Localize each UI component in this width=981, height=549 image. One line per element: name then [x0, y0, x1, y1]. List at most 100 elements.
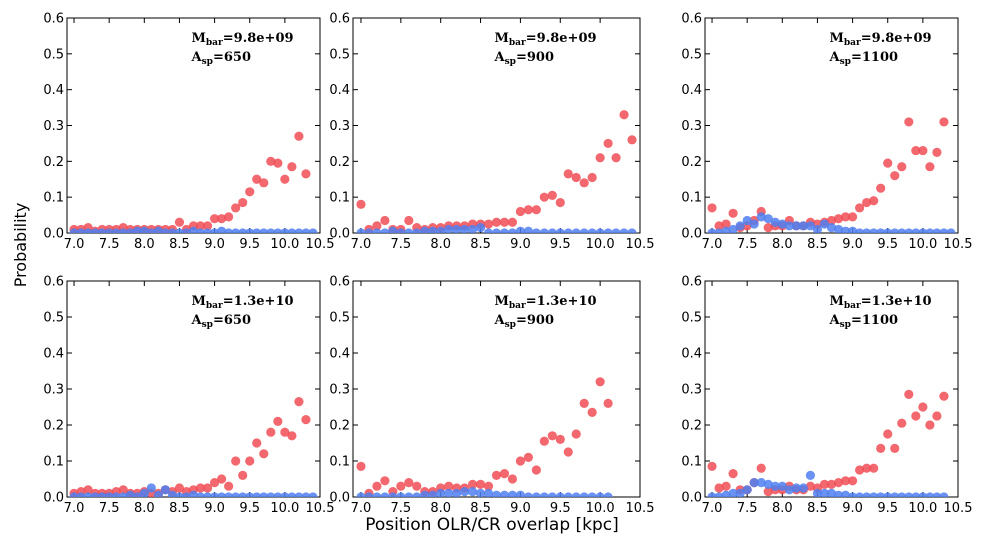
- x-tick-label: 9.5: [239, 501, 260, 516]
- blue-point: [231, 492, 241, 497]
- blue-point: [571, 492, 581, 497]
- red-point: [603, 398, 613, 408]
- y-tick-label: 0.2: [43, 155, 64, 170]
- panels: 0.0 0.1 0.2 0.3 0.4 0.5 0.6 7.0 7.5 8.0 8.5 9.0 9.5 1…: [43, 12, 972, 517]
- blue-point: [273, 228, 283, 233]
- blue-point: [125, 228, 135, 233]
- red-point: [932, 147, 942, 157]
- blue-point: [707, 228, 717, 233]
- blue-point: [380, 492, 390, 497]
- red-point: [876, 183, 886, 193]
- x-tick-label: 10.5: [306, 501, 335, 516]
- blue-point: [531, 492, 541, 497]
- blue-point: [499, 490, 510, 497]
- blue-point: [238, 228, 248, 233]
- y-tick-label: 0.6: [43, 12, 64, 27]
- blue-point: [932, 492, 942, 497]
- red-point: [287, 431, 297, 441]
- x-tick-label: 10.0: [908, 501, 937, 516]
- y-tick-label: 0.0: [43, 491, 64, 506]
- red-point: [294, 397, 304, 407]
- blue-point: [139, 226, 149, 233]
- blue-point: [826, 488, 837, 497]
- red-point: [380, 476, 390, 486]
- red-point: [728, 208, 738, 218]
- red-point: [763, 223, 773, 233]
- blue-point: [118, 492, 128, 497]
- red-point: [571, 429, 581, 439]
- red-point: [507, 474, 518, 484]
- blue-point: [603, 228, 613, 233]
- y-tick-label: 0.5: [329, 47, 350, 62]
- blue-point: [547, 492, 557, 497]
- annotation-mbar: Mbar=1.3e+10: [830, 294, 932, 311]
- y-tick-label: 0.3: [329, 383, 350, 398]
- blue-point: [76, 228, 86, 233]
- red-point: [819, 479, 830, 489]
- y-tick-label: 0.3: [681, 119, 702, 134]
- blue-point: [188, 226, 199, 233]
- annotation-mbar: Mbar=1.3e+10: [495, 294, 597, 311]
- red-point: [904, 389, 914, 399]
- blue-point: [483, 228, 494, 233]
- blue-point: [756, 212, 766, 222]
- blue-point: [587, 228, 597, 233]
- red-point: [531, 465, 541, 475]
- blue-point: [611, 228, 621, 233]
- blue-point: [735, 488, 745, 497]
- blue-point: [97, 492, 107, 497]
- y-tick-label: 0.6: [43, 275, 64, 290]
- blue-point: [475, 488, 486, 497]
- blue-point: [396, 228, 406, 233]
- blue-point: [847, 492, 858, 497]
- red-point: [579, 178, 589, 188]
- red-point: [555, 434, 565, 444]
- red-point: [862, 197, 872, 208]
- red-point: [595, 377, 605, 387]
- red-point: [539, 192, 549, 202]
- blue-point: [595, 228, 605, 233]
- annotation-asp: Asp=900: [494, 50, 555, 67]
- annotation-asp: Asp=900: [494, 313, 555, 330]
- panel-2: 0.0 0.1 0.2 0.3 0.4 0.5 0.6 7.0 7.5 8.0 8.5 9.0 9.5 1…: [329, 12, 654, 253]
- red-point: [707, 461, 717, 471]
- blue-point: [539, 492, 549, 497]
- red-point: [252, 438, 262, 448]
- red-point: [904, 117, 914, 127]
- y-tick-label: 0.3: [43, 383, 64, 398]
- blue-point: [627, 228, 637, 233]
- x-tick-label: 8.5: [807, 501, 828, 516]
- blue-point: [763, 479, 773, 489]
- x-tick-label: 8.5: [470, 501, 491, 516]
- blue-point: [160, 228, 170, 233]
- blue-point: [862, 228, 872, 233]
- x-tick-label: 9.0: [510, 501, 531, 516]
- red-point: [579, 398, 589, 408]
- red-point: [217, 474, 227, 484]
- x-tick-label: 10.5: [944, 237, 973, 252]
- red-point: [531, 205, 541, 215]
- red-point: [840, 212, 851, 222]
- y-tick-label: 0.2: [681, 155, 702, 170]
- annotation-asp: Asp=1100: [829, 313, 899, 330]
- y-tick-label: 0.5: [43, 311, 64, 326]
- red-point: [83, 485, 93, 495]
- blue-point: [728, 224, 738, 233]
- y-tick-label: 0.1: [681, 455, 702, 470]
- blue-point: [259, 228, 269, 233]
- blue-point: [579, 228, 589, 233]
- red-point: [855, 203, 865, 213]
- blue-point: [742, 485, 752, 495]
- blue-point: [563, 228, 573, 233]
- red-point: [619, 110, 629, 120]
- blue-point: [287, 492, 297, 497]
- red-point: [611, 153, 621, 163]
- red-point: [301, 415, 311, 425]
- blue-point: [231, 228, 241, 233]
- blue-point: [153, 226, 163, 233]
- blue-point: [742, 215, 752, 226]
- blue-point: [388, 226, 398, 233]
- blue-point: [428, 490, 438, 497]
- x-tick-label: 8.5: [470, 237, 491, 252]
- x-tick-label: 8.5: [169, 501, 190, 516]
